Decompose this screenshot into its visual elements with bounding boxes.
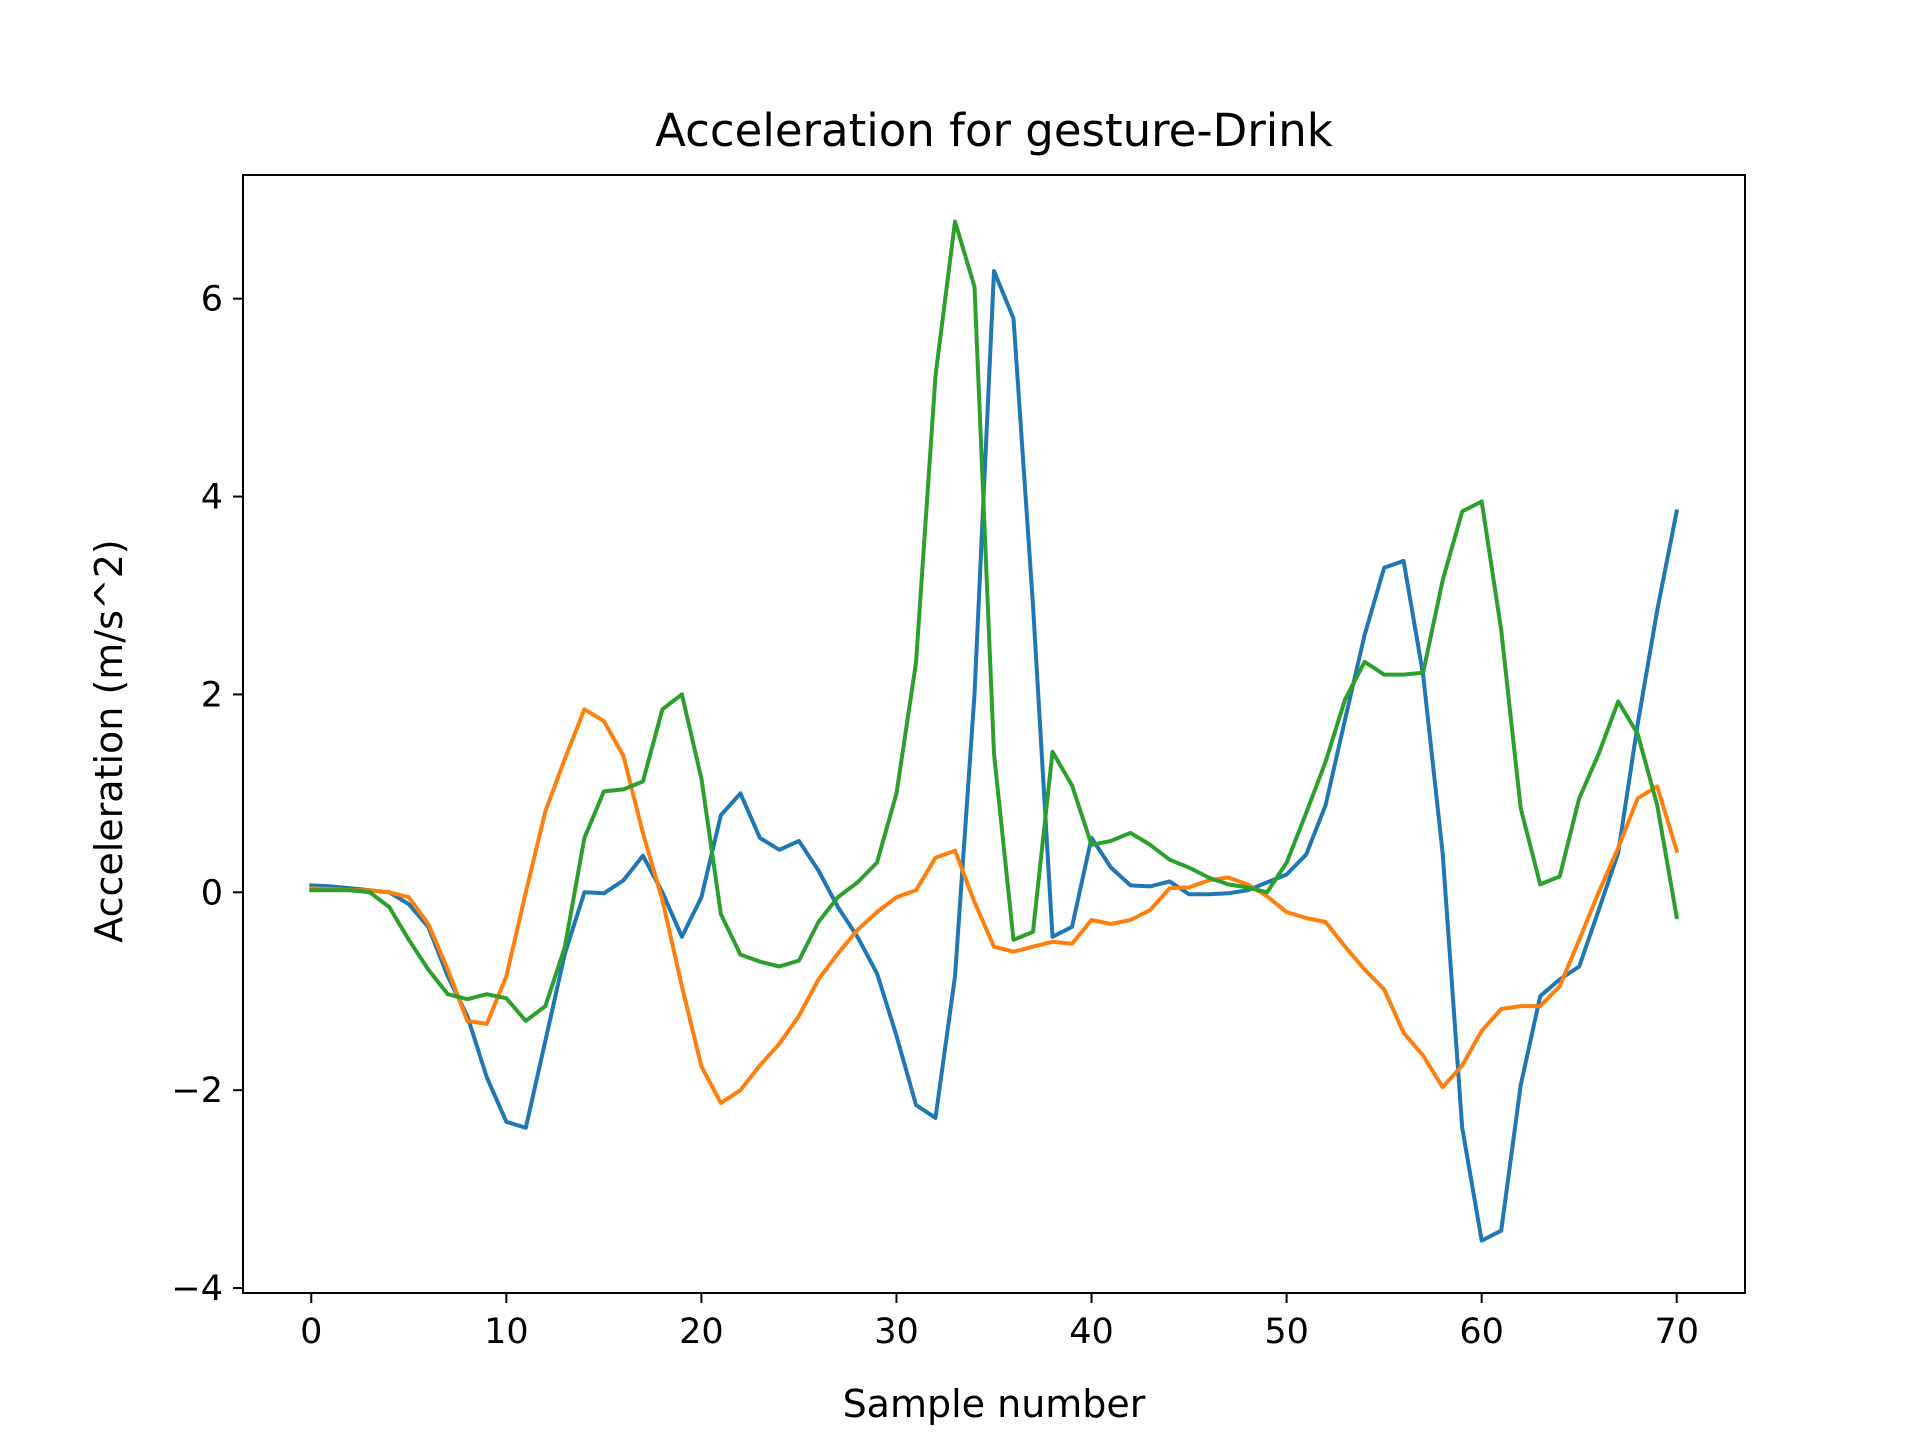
series-line-3 bbox=[309, 219, 1680, 1023]
x-axis-label: Sample number bbox=[843, 1382, 1146, 1426]
y-tick-label: −2 bbox=[171, 1071, 223, 1111]
x-tick-label: 70 bbox=[1654, 1312, 1699, 1352]
x-tick-label: 50 bbox=[1264, 1312, 1309, 1352]
chart-title: Acceleration for gesture-Drink bbox=[655, 104, 1333, 157]
y-tick-label: −4 bbox=[171, 1269, 223, 1309]
y-tick-label: 2 bbox=[201, 675, 223, 715]
plot-series bbox=[309, 219, 1680, 1243]
x-tick-label: 60 bbox=[1459, 1312, 1504, 1352]
x-tick-label: 10 bbox=[484, 1312, 529, 1352]
x-axis: 0 10 20 30 40 50 60 70 bbox=[300, 1293, 1699, 1352]
series-line-2 bbox=[309, 707, 1680, 1105]
y-tick-label: 4 bbox=[201, 478, 223, 518]
y-tick-label: 6 bbox=[201, 280, 223, 320]
x-tick-label: 0 bbox=[300, 1312, 322, 1352]
x-tick-label: 20 bbox=[679, 1312, 724, 1352]
y-axis-label: Acceleration (m/s^2) bbox=[87, 539, 131, 943]
plot-frame bbox=[242, 174, 1746, 1294]
x-tick-label: 40 bbox=[1069, 1312, 1114, 1352]
series-line-1 bbox=[309, 269, 1680, 1243]
x-tick-label: 30 bbox=[874, 1312, 919, 1352]
y-axis: −4 −2 0 2 4 6 bbox=[171, 280, 243, 1309]
y-tick-label: 0 bbox=[201, 873, 223, 913]
